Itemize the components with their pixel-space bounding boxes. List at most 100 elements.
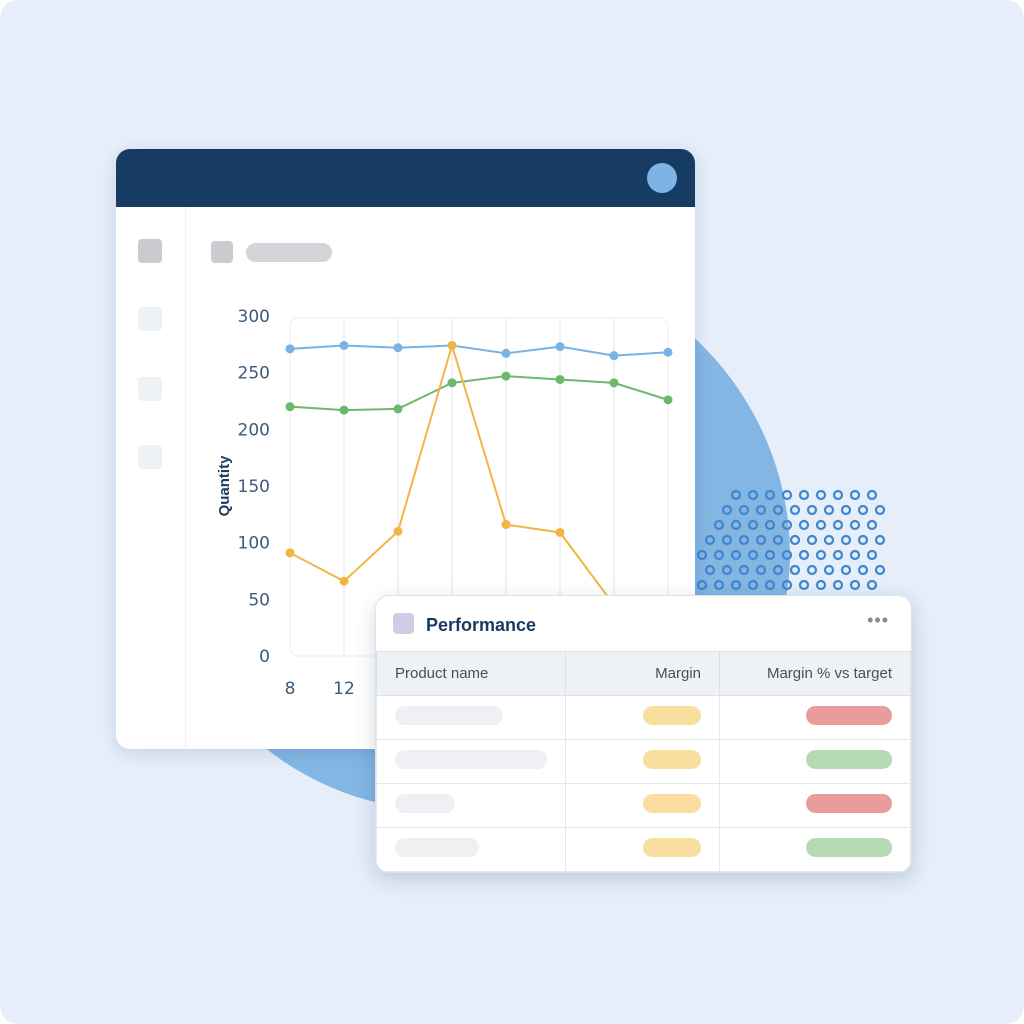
pattern-dot (823, 504, 835, 516)
margin-cell (565, 695, 720, 740)
pattern-dot (764, 549, 776, 561)
margin-target-cell (719, 695, 911, 740)
series-line (289, 375, 669, 412)
data-point (339, 576, 349, 586)
pattern-dot (772, 564, 784, 576)
table-row[interactable] (376, 827, 911, 872)
pattern-dot (857, 504, 869, 516)
column-header-margin-vs-target[interactable]: Margin % vs target (719, 651, 911, 696)
pattern-dot (849, 519, 861, 531)
performance-table: Product name Margin Margin % vs target (376, 651, 911, 872)
pattern-dot (832, 519, 844, 531)
series-line (289, 341, 669, 623)
pattern-dot (747, 489, 759, 501)
target-status-pill (806, 793, 892, 813)
y-tick-label: 100 (238, 534, 270, 554)
product-name-cell (376, 827, 566, 872)
column-header-margin[interactable]: Margin (565, 651, 720, 696)
pattern-dot (730, 549, 742, 561)
pattern-dot (730, 579, 742, 591)
pattern-dot (849, 489, 861, 501)
pattern-dot (840, 534, 852, 546)
pattern-dot (781, 489, 793, 501)
data-point (447, 378, 457, 388)
table-row[interactable] (376, 739, 911, 784)
target-status-pill (806, 837, 892, 857)
pattern-dot (806, 534, 818, 546)
pattern-dot (747, 579, 759, 591)
pattern-dot (764, 579, 776, 591)
pattern-dot (738, 534, 750, 546)
avatar[interactable] (647, 163, 677, 193)
pattern-dot (730, 489, 742, 501)
series-line (289, 344, 669, 357)
pattern-dot (721, 534, 733, 546)
data-point (393, 404, 403, 414)
pattern-dot (857, 534, 869, 546)
pattern-dot (721, 564, 733, 576)
margin-status-pill (643, 705, 701, 725)
pattern-dot (721, 504, 733, 516)
data-point (609, 351, 619, 361)
content-title-placeholder (246, 243, 332, 262)
pattern-dot (798, 579, 810, 591)
table-row[interactable] (376, 695, 911, 740)
y-axis-label: Quantity (216, 455, 233, 516)
sidebar-item-2[interactable] (138, 307, 162, 331)
product-name-placeholder (395, 705, 503, 725)
data-point (555, 342, 565, 352)
data-point (663, 347, 673, 357)
pattern-dot (815, 489, 827, 501)
y-tick-label: 150 (238, 477, 270, 497)
pattern-dot (806, 564, 818, 576)
table-row[interactable] (376, 783, 911, 828)
data-point (663, 395, 673, 405)
margin-target-cell (719, 783, 911, 828)
window-header (116, 149, 695, 207)
pattern-dot (730, 519, 742, 531)
more-horizontal-icon[interactable]: ••• (867, 610, 889, 630)
margin-target-cell (719, 827, 911, 872)
data-point (501, 371, 511, 381)
pattern-dot (832, 549, 844, 561)
data-point (501, 348, 511, 358)
pattern-dot (713, 549, 725, 561)
y-tick-label: 200 (238, 420, 270, 440)
product-name-placeholder (395, 749, 547, 769)
card-icon (393, 613, 414, 634)
margin-status-pill (643, 749, 701, 769)
pattern-dot (789, 534, 801, 546)
x-tick-label: 12 (333, 679, 355, 699)
sidebar (116, 207, 186, 749)
pattern-dot (781, 519, 793, 531)
y-tick-label: 0 (259, 647, 270, 667)
pattern-dot (789, 504, 801, 516)
column-header-product-name[interactable]: Product name (376, 651, 566, 696)
card-title: Performance (426, 615, 537, 635)
pattern-dot (772, 534, 784, 546)
pattern-dot (781, 579, 793, 591)
sidebar-item-3[interactable] (138, 377, 162, 401)
pattern-dot (815, 579, 827, 591)
pattern-dot (840, 564, 852, 576)
performance-card: Performance ••• Product name Margin Marg… (375, 595, 912, 873)
y-tick-label: 50 (248, 590, 270, 610)
pattern-dot (806, 504, 818, 516)
sidebar-item-4[interactable] (138, 445, 162, 469)
decorative-dot-pattern (696, 489, 886, 591)
margin-cell (565, 739, 720, 784)
data-point (339, 405, 349, 415)
pattern-dot (815, 519, 827, 531)
pattern-dot (849, 579, 861, 591)
margin-target-cell (719, 739, 911, 784)
pattern-dot (798, 549, 810, 561)
pattern-dot (866, 579, 878, 591)
pattern-dot (823, 534, 835, 546)
pattern-dot (704, 564, 716, 576)
pattern-dot (747, 549, 759, 561)
target-status-pill (806, 705, 892, 725)
sidebar-item-1[interactable] (138, 239, 162, 263)
margin-cell (565, 827, 720, 872)
data-point (285, 548, 295, 558)
y-tick-label: 300 (238, 307, 270, 327)
